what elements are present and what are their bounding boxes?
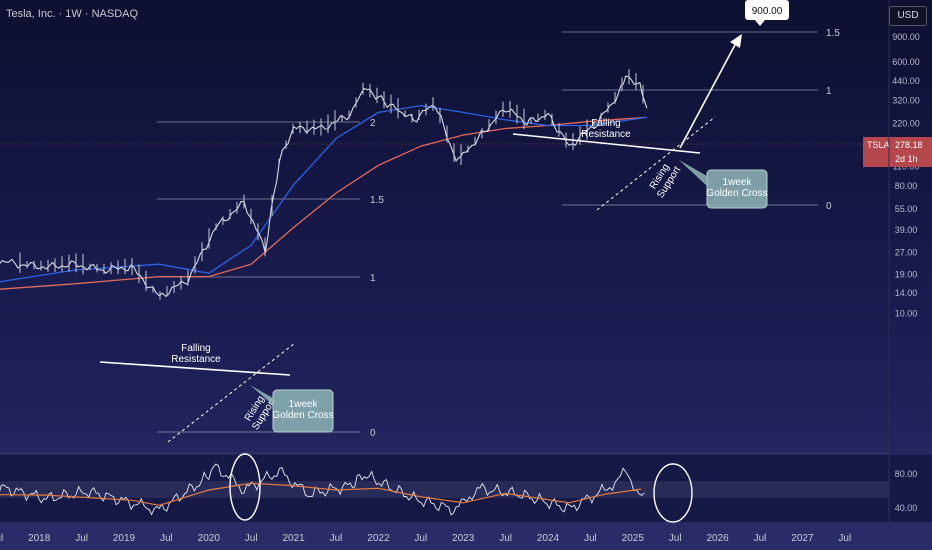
moving-average-blue-line [0, 104, 647, 283]
fib-level-label: 1.5 [826, 28, 840, 39]
x-tick-label: 2022 [367, 533, 390, 544]
golden-cross-label-line: Golden Cross [272, 410, 333, 421]
rsi-tick-label: 80.00 [895, 469, 918, 479]
golden-cross-label-line: Golden Cross [706, 188, 767, 199]
x-tick-label: Jul [75, 533, 88, 544]
falling-resistance-label-line: Falling [591, 118, 620, 129]
y-tick-label: 900.00 [892, 32, 920, 42]
x-tick-label: Jul [160, 533, 173, 544]
fib-level-label: 0 [826, 201, 832, 212]
falling-resistance-label-line: Falling [181, 343, 210, 354]
x-tick-label: Jul [330, 533, 343, 544]
x-tick-label: 2020 [198, 533, 221, 544]
falling-resistance-line [99, 361, 291, 376]
ticker-countdown: 2d 1h [895, 154, 918, 164]
price-series-line [0, 75, 648, 297]
golden-cross-callout-pointer [250, 385, 273, 405]
y-tick-label: 14.00 [895, 288, 918, 298]
y-tick-label: 10.00 [895, 309, 918, 319]
rsi-highlight-circle [229, 453, 261, 521]
rsi-panel-bg [0, 455, 932, 522]
x-tick-label: Jul [754, 533, 767, 544]
y-tick-label: 440.00 [892, 76, 920, 86]
ticker-badge [863, 137, 932, 167]
x-tick-label: 2018 [28, 533, 51, 544]
x-tick-label: 2027 [791, 533, 814, 544]
rsi-tick-label: 40.00 [895, 503, 918, 513]
falling-resistance-label-line: Resistance [581, 129, 631, 140]
golden-cross-callout-box [706, 169, 768, 209]
currency-button[interactable]: USD [889, 6, 927, 26]
x-tick-label: Jul [499, 533, 512, 544]
y-tick-label: 39.00 [895, 225, 918, 235]
x-tick-label: 2025 [622, 533, 645, 544]
fib-level-label: 2 [370, 118, 376, 129]
x-tick-label: 2026 [706, 533, 729, 544]
falling-resistance-label-line: Resistance [171, 354, 221, 365]
x-tick-label: Jul [584, 533, 597, 544]
y-tick-label: 80.00 [895, 181, 918, 191]
chart-header-title: Tesla, Inc. · 1W · NASDAQ [6, 8, 139, 20]
fib-level-label: 0 [370, 428, 376, 439]
x-tick-label: 2023 [452, 533, 475, 544]
rising-support-line [596, 116, 716, 211]
golden-cross-label-line: 1week [289, 399, 319, 410]
x-tick-label: Jul [838, 533, 851, 544]
rsi-ma-line [0, 482, 641, 506]
target-price-box [745, 0, 789, 20]
target-price-pointer [755, 20, 765, 26]
y-tick-label: 320.00 [892, 96, 920, 106]
ticker-price: 278.18 [895, 140, 923, 150]
projection-arrow-head [730, 34, 742, 48]
golden-cross-callout-box [272, 389, 334, 433]
golden-cross-label-line: 1week [723, 177, 753, 188]
rising-support-line [167, 342, 296, 443]
golden-cross-callout-pointer [679, 160, 707, 186]
x-tick-label: 2019 [113, 533, 136, 544]
x-tick-label: 2024 [537, 533, 560, 544]
x-tick-label: Jul [245, 533, 258, 544]
x-tick-label: Jul [669, 533, 682, 544]
fib-level-label: 1 [826, 86, 832, 97]
ticker-symbol: TSLA [867, 140, 890, 150]
projection-arrow-line [679, 42, 737, 149]
rsi-band [0, 481, 889, 498]
x-tick-label: Jul [0, 533, 3, 544]
fib-level-label: 1.5 [370, 195, 384, 206]
x-tick-label: 2021 [282, 533, 305, 544]
rsi-highlight-circle [653, 463, 693, 523]
falling-resistance-line [512, 133, 701, 154]
fib-level-label: 1 [370, 273, 376, 284]
x-tick-label: Jul [414, 533, 427, 544]
target-price-label: 900.00 [752, 6, 783, 17]
moving-average-red-line [0, 116, 647, 290]
y-tick-label: 55.00 [895, 204, 918, 214]
y-tick-label: 600.00 [892, 57, 920, 67]
y-tick-label: 19.00 [895, 269, 918, 279]
y-tick-label: 27.00 [895, 248, 918, 258]
y-tick-label: 220.00 [892, 119, 920, 129]
